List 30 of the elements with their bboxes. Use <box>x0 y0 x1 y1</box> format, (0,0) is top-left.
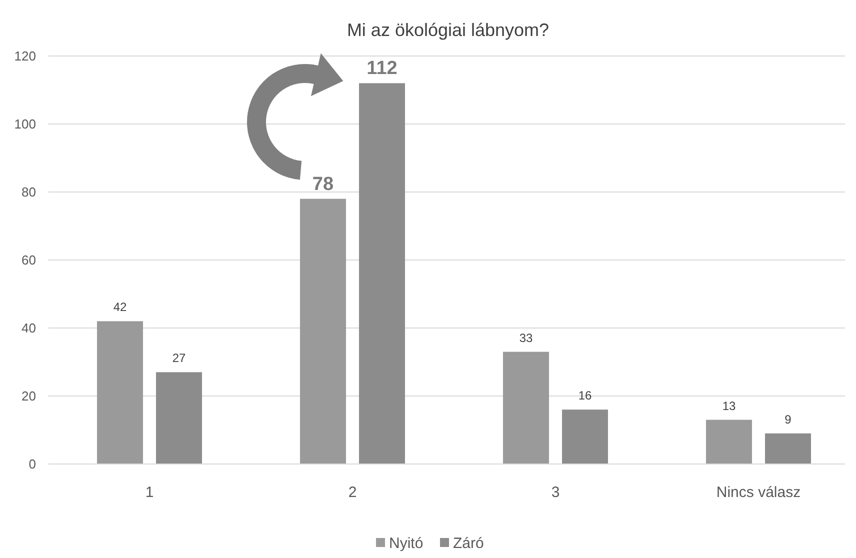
y-tick-label: 20 <box>22 388 36 404</box>
data-label: 112 <box>366 58 398 80</box>
chart-title: Mi az ökológiai lábnyom? <box>346 20 550 40</box>
x-tick-label: 2 <box>348 484 357 501</box>
y-tick-label: 100 <box>14 116 36 132</box>
y-tick-label: 40 <box>22 320 36 336</box>
bar <box>97 321 143 464</box>
bar <box>706 420 752 464</box>
bar <box>503 352 549 464</box>
legend-label: Záró <box>453 535 484 552</box>
x-tick-label: Nincs válasz <box>716 484 801 501</box>
data-label: 16 <box>578 388 592 403</box>
y-tick-label: 60 <box>22 252 36 268</box>
data-label: 27 <box>172 351 186 366</box>
x-tick-label: 3 <box>551 484 560 501</box>
bar <box>765 433 811 464</box>
data-label: 78 <box>312 174 334 195</box>
y-tick-label: 120 <box>14 48 36 64</box>
bar <box>562 410 608 464</box>
data-label: 9 <box>784 412 792 426</box>
x-tick-label: 1 <box>145 484 154 501</box>
legend-label: Nyitó <box>389 535 424 552</box>
data-label: 33 <box>519 330 533 345</box>
bar <box>359 83 405 464</box>
y-tick-label: 0 <box>28 456 36 472</box>
data-label: 13 <box>722 398 736 413</box>
bar <box>156 372 202 464</box>
data-label: 42 <box>113 300 127 314</box>
y-tick-label: 80 <box>22 184 36 200</box>
bar <box>300 198 346 464</box>
